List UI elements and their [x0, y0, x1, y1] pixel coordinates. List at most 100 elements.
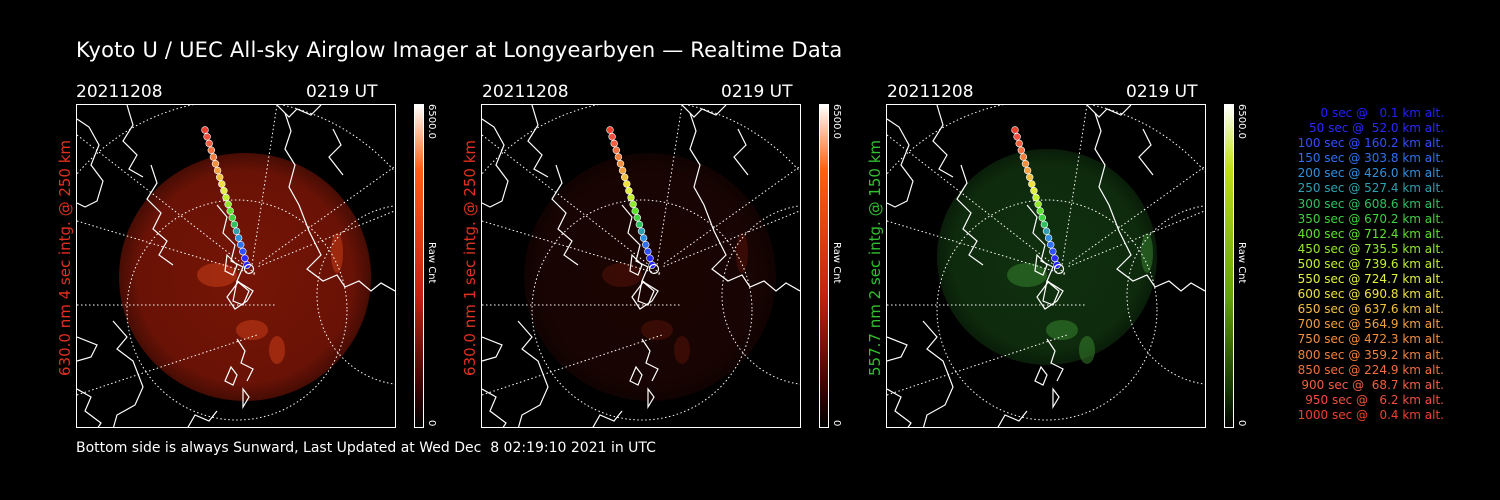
trajectory-point [230, 220, 239, 229]
coastline [236, 338, 254, 382]
map-graphic [77, 105, 395, 427]
coastline [328, 128, 344, 176]
coastline [681, 105, 727, 118]
coastline [551, 164, 579, 266]
trajectory-point [1017, 146, 1026, 154]
trajectory-point [228, 214, 237, 222]
legend-row: 950 sec @ 6.2 km alt. [1305, 392, 1444, 407]
trajectory-point [232, 227, 241, 235]
coastline [242, 387, 250, 410]
trajectory-point [608, 133, 616, 141]
trajectory-point [211, 160, 220, 168]
colorbar-min: 0 [426, 420, 437, 427]
legend-row: 100 sec @ 160.2 km alt. [1297, 136, 1444, 151]
trajectory-point [639, 234, 648, 242]
coastline [1138, 128, 1154, 176]
trajectory-point [220, 187, 228, 195]
coastline [647, 387, 655, 410]
legend-row: 200 sec @ 426.0 km alt. [1297, 166, 1444, 181]
legend-row: 750 sec @ 472.3 km alt. [1297, 332, 1444, 347]
legend-row: 500 sec @ 739.6 km alt. [1297, 256, 1444, 271]
legend-row: 450 sec @ 735.5 km alt. [1297, 241, 1444, 256]
coastline [122, 105, 144, 178]
legend-row: 350 sec @ 670.2 km alt. [1297, 211, 1444, 226]
trajectory-point [218, 180, 226, 188]
coastline [689, 112, 800, 292]
coastline [517, 320, 549, 427]
trajectory-point [1023, 166, 1032, 175]
trajectory-point [209, 153, 218, 161]
coastline [922, 320, 954, 427]
trajectory-point [201, 126, 209, 134]
airglow-map [76, 104, 396, 428]
colorbar-max: 6500.0 [1236, 104, 1247, 139]
legend-row: 800 sec @ 359.2 km alt. [1297, 347, 1444, 362]
trajectory-point [644, 247, 652, 256]
station-marker [648, 263, 660, 275]
coastline [482, 336, 503, 362]
map-graphic [887, 105, 1205, 427]
coastline [527, 105, 549, 178]
trajectory-point [1034, 200, 1042, 208]
coastline [224, 253, 238, 276]
trajectory-point [616, 160, 625, 168]
trajectory-point [646, 254, 654, 262]
coastline [232, 279, 250, 306]
legend-row: 300 sec @ 608.6 km alt. [1297, 196, 1444, 211]
colorbar-unit: Raw Cnt [426, 242, 437, 284]
coastline [733, 128, 749, 176]
trajectory-point [1021, 160, 1030, 168]
legend-row: 600 sec @ 690.8 km alt. [1297, 287, 1444, 302]
coastline [284, 112, 395, 292]
legend-row: 900 sec @ 68.7 km alt. [1301, 377, 1444, 392]
coastline [629, 365, 643, 386]
trajectory-point [1051, 254, 1059, 262]
trajectory-point [610, 139, 618, 148]
trajectory-point [637, 227, 646, 235]
trajectory-point [606, 126, 614, 134]
colorbar [819, 104, 829, 428]
coastline [216, 204, 254, 310]
colorbar [1224, 104, 1234, 428]
trajectory-point [1030, 187, 1038, 195]
coastline [1094, 112, 1205, 292]
coastline [641, 338, 659, 382]
legend-row: 0 sec @ 0.1 km alt. [1320, 106, 1445, 120]
map-graphic [482, 105, 800, 427]
colorbar-min: 0 [1236, 420, 1247, 427]
trajectory-point [1026, 173, 1034, 181]
coastline [621, 204, 659, 310]
coastline [629, 253, 643, 276]
coastline [1034, 253, 1048, 276]
panel-side-label: 630.0 nm 1 sec intg. @ 250 km [461, 139, 479, 376]
panel-time: 0219 UT [721, 82, 793, 102]
panel-time: 0219 UT [306, 82, 378, 102]
panel-time: 0219 UT [1126, 82, 1198, 102]
coastline [637, 279, 655, 306]
panel-date: 20211208 [76, 82, 163, 102]
station-marker [243, 263, 255, 275]
trajectory-point [216, 173, 224, 181]
coastline [1034, 365, 1048, 386]
trajectory-point [625, 187, 633, 195]
coastline [1046, 338, 1064, 382]
trajectory-point [623, 180, 631, 188]
trajectory-point [631, 207, 639, 215]
trajectory-point [207, 146, 216, 154]
trajectory-point [642, 241, 650, 249]
coastline [77, 388, 102, 427]
panel-side-label: 630.0 nm 4 sec intg. @ 250 km [56, 139, 74, 376]
colorbar-max: 6500.0 [426, 104, 437, 139]
airglow-map [481, 104, 801, 428]
trajectory-point [1042, 227, 1051, 235]
coastline [932, 105, 954, 178]
panel-date: 20211208 [887, 82, 974, 102]
airglow-map [886, 104, 1206, 428]
coastline [887, 118, 914, 208]
trajectory-point [1038, 214, 1047, 222]
colorbar-min: 0 [831, 420, 842, 427]
trajectory-point [239, 247, 247, 256]
legend-row: 550 sec @ 724.7 km alt. [1297, 272, 1444, 287]
coastline [482, 388, 507, 427]
coastline [482, 118, 509, 208]
